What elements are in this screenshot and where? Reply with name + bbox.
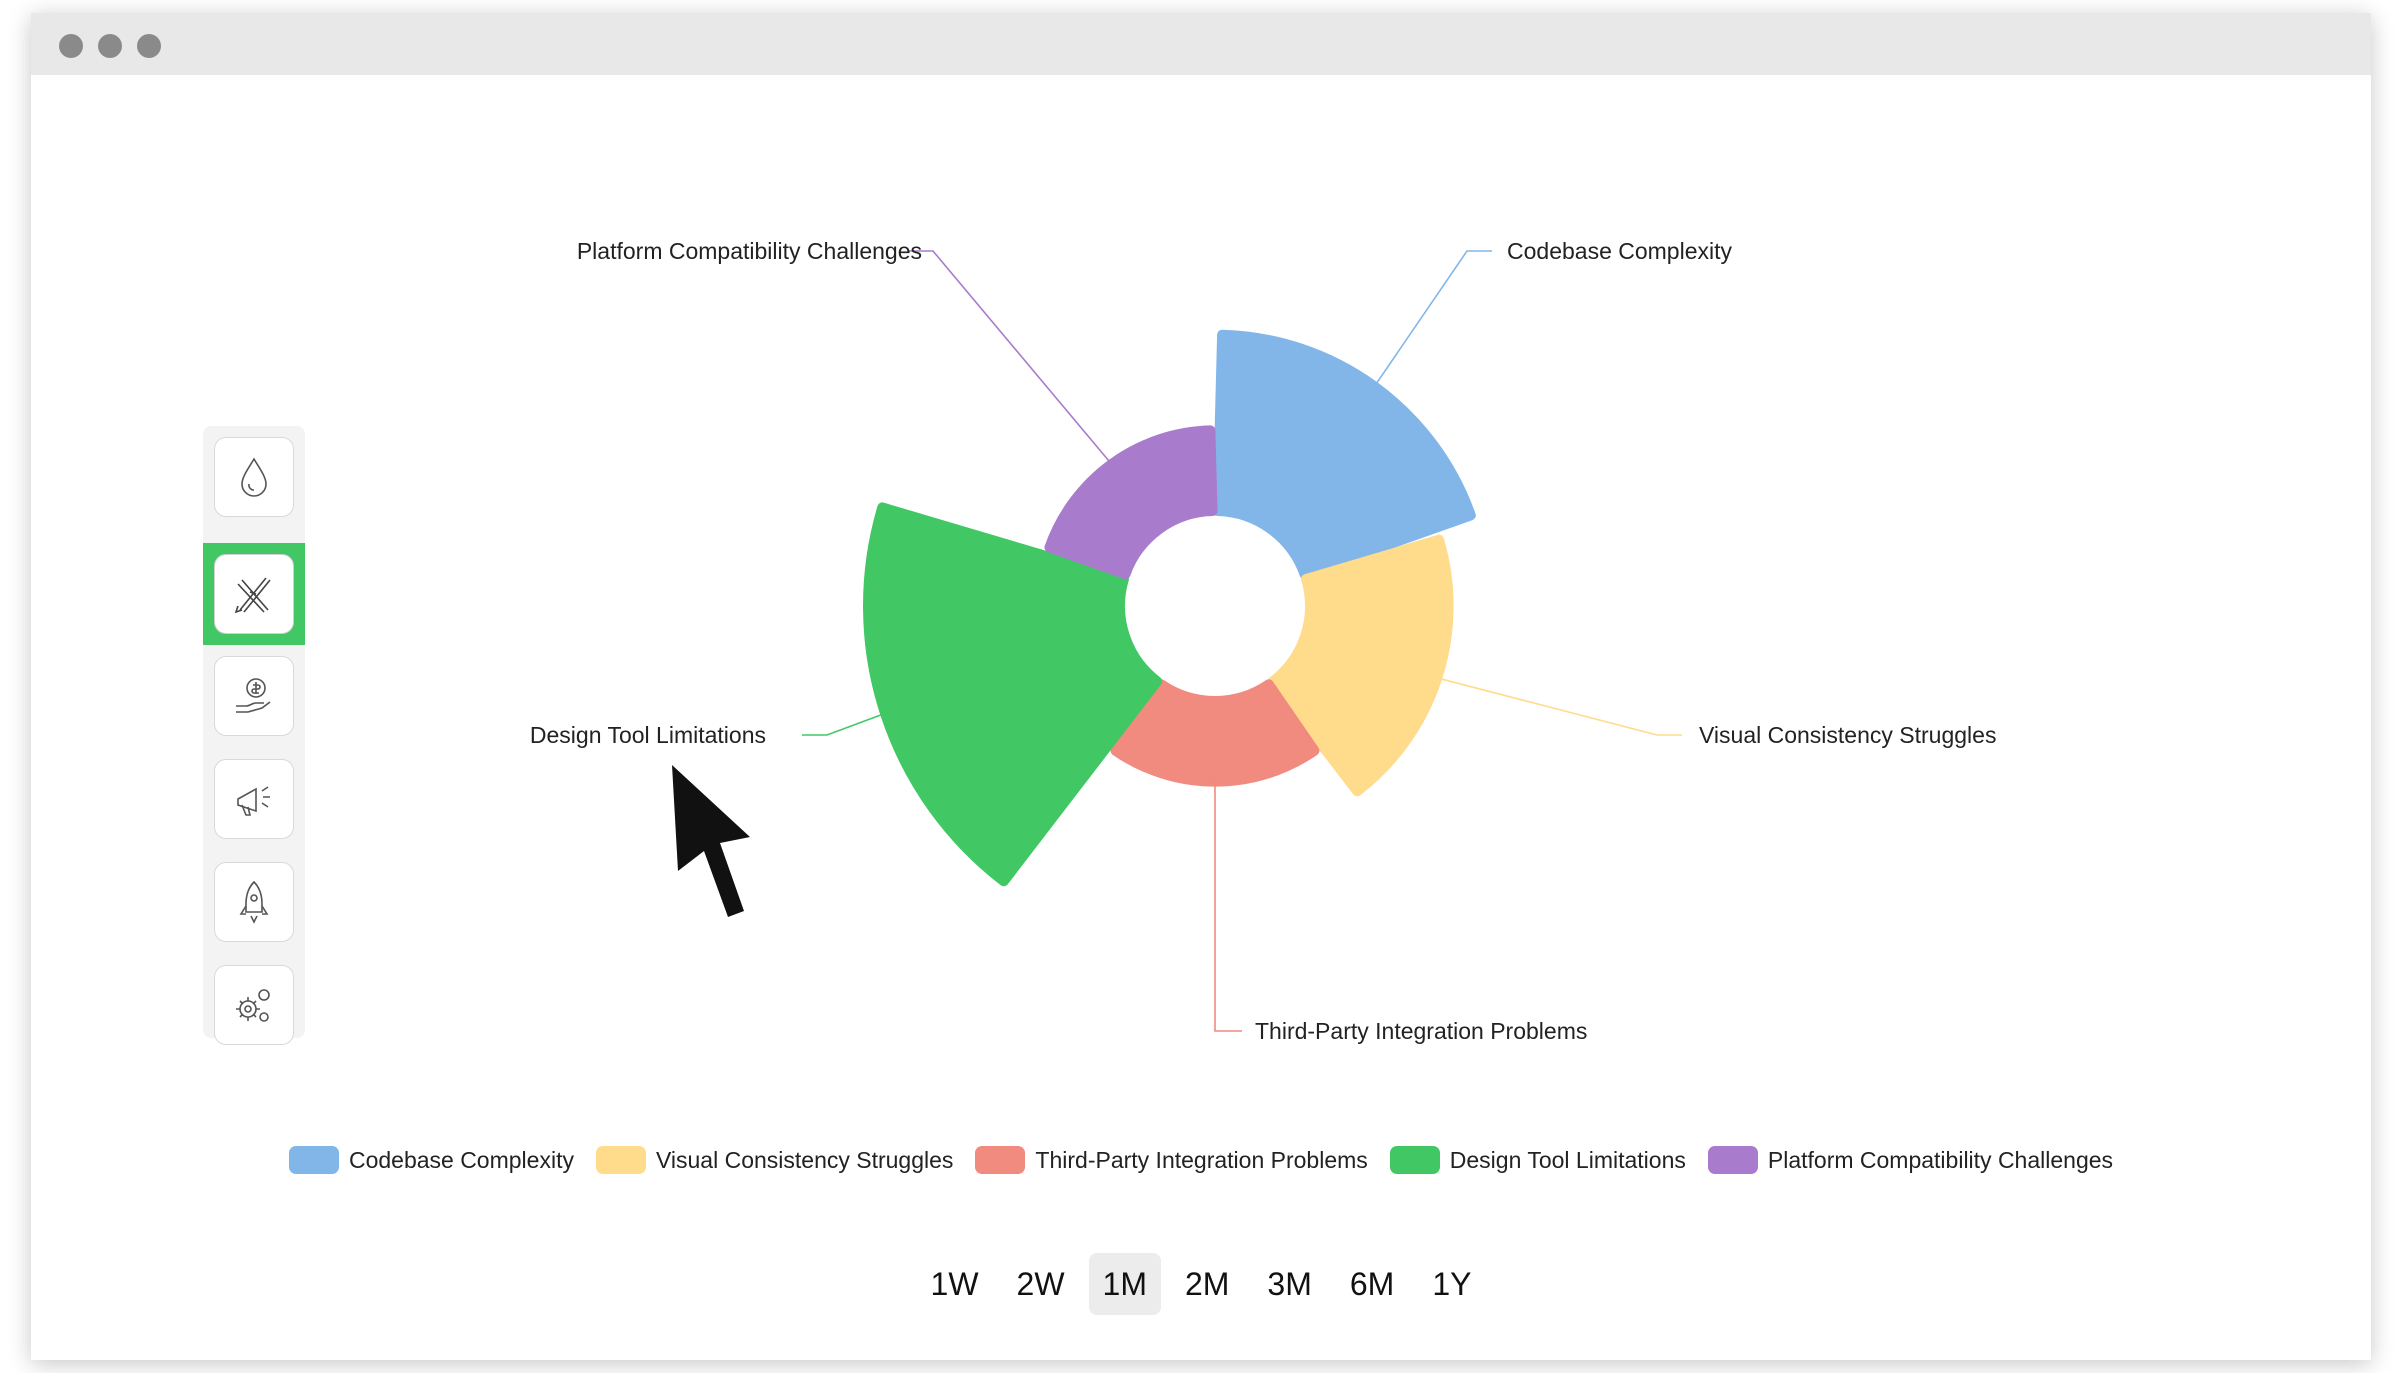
leader-line-third-party-integration-problems: [1214, 777, 1242, 1032]
maximize-dot[interactable]: [137, 34, 161, 58]
leader-line-design-tool-limitations: [802, 711, 890, 736]
range-button-1y[interactable]: 1Y: [1432, 1266, 1472, 1302]
range-button-1m[interactable]: 1M: [1088, 1253, 1161, 1315]
slice-label-visual-consistency-struggles: Visual Consistency Struggles: [1699, 722, 1996, 748]
droplet-icon: [241, 457, 267, 497]
legend-label: Visual Consistency Struggles: [655, 1146, 954, 1173]
slice-label-third-party-integration-problems: Third-Party Integration Problems: [1255, 1018, 1587, 1044]
range-button-2w[interactable]: 2W: [1016, 1266, 1065, 1302]
minimize-dot[interactable]: [98, 34, 122, 58]
tool-design-button[interactable]: [214, 554, 294, 634]
gears-icon: [236, 989, 270, 1022]
range-button-3m[interactable]: 3M: [1267, 1266, 1312, 1302]
slice-label-codebase-complexity: Codebase Complexity: [1507, 238, 1733, 264]
leader-line-platform-compatibility-challenges: [908, 250, 1115, 468]
legend-label: Platform Compatibility Challenges: [1767, 1146, 2114, 1173]
money-hand-icon: [236, 678, 271, 713]
slice-label-platform-compatibility-challenges: Platform Compatibility Challenges: [577, 238, 922, 264]
legend-swatch: [1707, 1146, 1758, 1174]
legend-swatch: [595, 1146, 646, 1174]
time-range-selector: 1W 2W 1M 2M 3M 6M 1Y: [31, 1253, 2371, 1315]
legend-item[interactable]: Design Tool Limitations: [1389, 1146, 1686, 1174]
leader-line-visual-consistency-struggles: [1433, 676, 1682, 736]
tool-settings-button[interactable]: [214, 965, 294, 1045]
tool-launch-button[interactable]: [214, 862, 294, 942]
legend-swatch: [975, 1146, 1026, 1174]
range-button-2m[interactable]: 2M: [1184, 1266, 1230, 1302]
range-button-6m[interactable]: 6M: [1349, 1266, 1395, 1302]
browser-window: Codebase Complexity Visual Consistency St…: [31, 13, 2371, 1360]
rocket-icon: [239, 880, 269, 924]
tool-droplet-button[interactable]: [214, 437, 294, 517]
slice-codebase-complexity[interactable]: [1212, 329, 1476, 580]
tool-finance-button[interactable]: [214, 656, 294, 736]
legend-swatch: [288, 1146, 339, 1174]
tool-marketing-button[interactable]: [214, 759, 294, 839]
legend-label: Design Tool Limitations: [1449, 1146, 1686, 1173]
legend-swatch: [1389, 1146, 1440, 1174]
slice-platform-compatibility-challenges[interactable]: [1044, 425, 1218, 580]
range-button-1w[interactable]: 1W: [930, 1266, 979, 1302]
design-tools-icon: [234, 577, 271, 614]
rose-chart: Codebase Complexity Visual Consistency St…: [530, 238, 1997, 1044]
tool-sidebar: [203, 426, 305, 1045]
megaphone-icon: [237, 786, 270, 816]
slice-label-design-tool-limitations: Design Tool Limitations: [530, 722, 766, 748]
close-dot[interactable]: [59, 34, 83, 58]
mouse-cursor-icon: [672, 765, 750, 917]
legend-item[interactable]: Visual Consistency Struggles: [595, 1146, 954, 1174]
legend-label: Third-Party Integration Problems: [1035, 1146, 1368, 1173]
legend-item[interactable]: Platform Compatibility Challenges: [1707, 1146, 2114, 1174]
slice-design-tool-limitations[interactable]: [863, 502, 1163, 887]
title-bar: [31, 13, 2371, 75]
leader-line-codebase-complexity: [1371, 250, 1492, 391]
chart-legend: Codebase Complexity Visual Consistency St…: [31, 1146, 2371, 1174]
slice-third-party-integration-problems[interactable]: [1110, 679, 1320, 787]
legend-label: Codebase Complexity: [348, 1146, 574, 1173]
legend-item[interactable]: Codebase Complexity: [288, 1146, 574, 1174]
legend-item[interactable]: Third-Party Integration Problems: [975, 1146, 1368, 1174]
slice-visual-consistency-struggles[interactable]: [1267, 534, 1454, 797]
